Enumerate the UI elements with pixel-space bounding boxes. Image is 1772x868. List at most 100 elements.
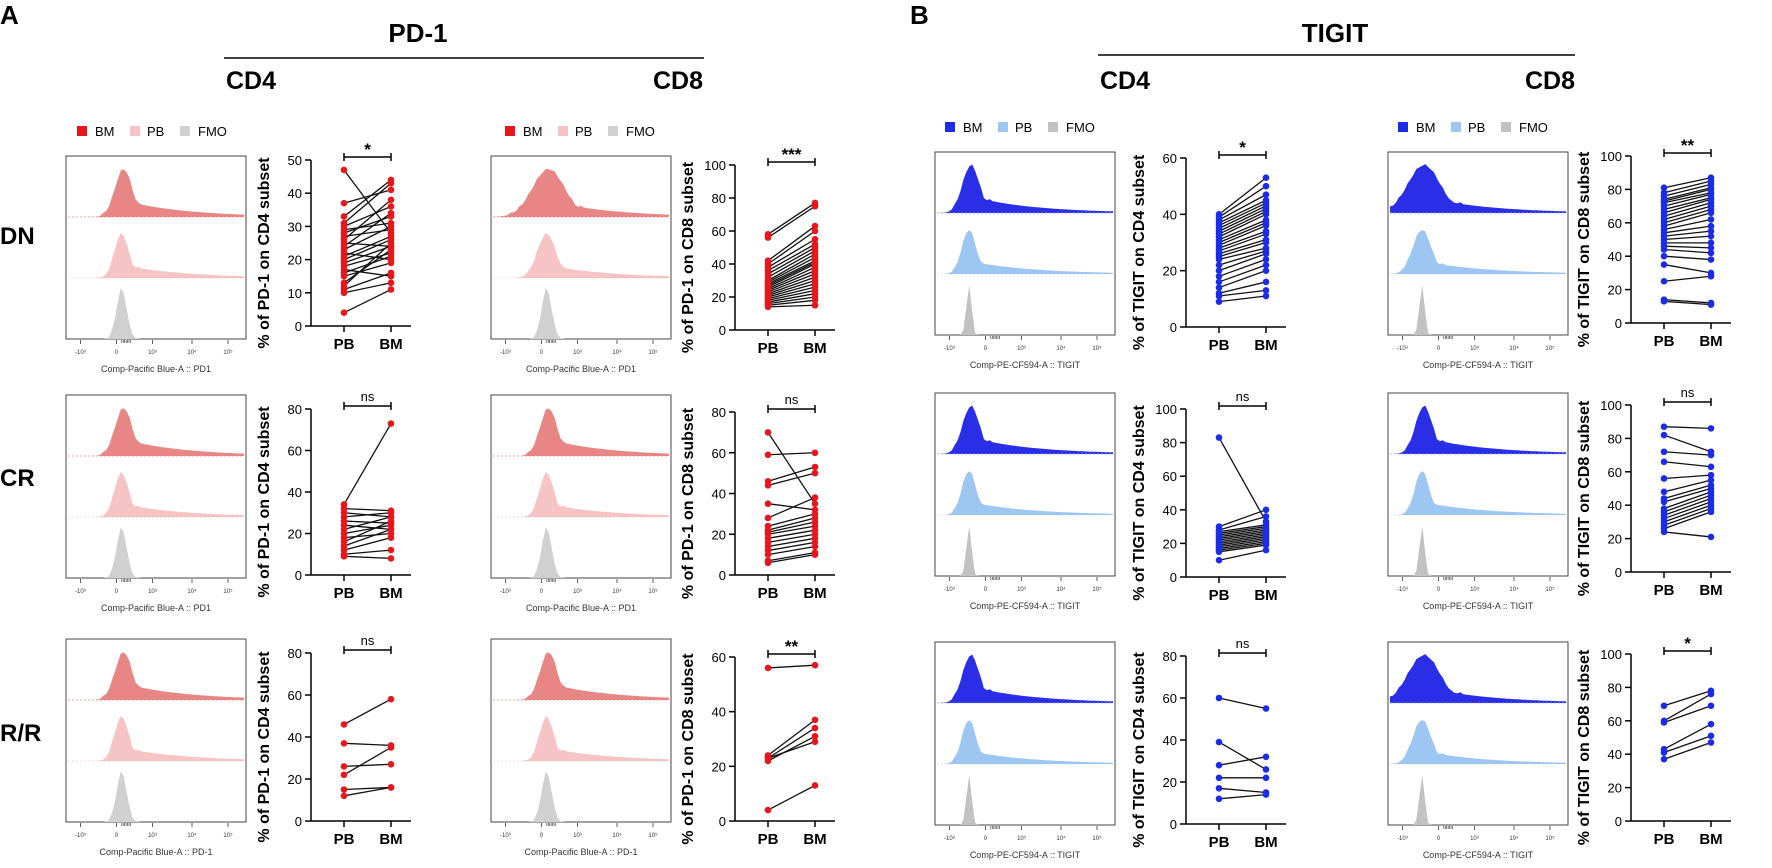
data-point-bm <box>387 179 395 187</box>
data-point-pb <box>1660 423 1668 431</box>
data-point-bm <box>387 186 395 194</box>
pair-line <box>1218 532 1267 541</box>
pair-line <box>767 289 816 301</box>
y-tick-label: 60 <box>288 688 302 703</box>
significance-label: * <box>364 140 371 159</box>
pair-line <box>767 664 816 669</box>
pair-line <box>1663 183 1712 197</box>
data-point-bm <box>1262 753 1270 761</box>
pair-line <box>1218 539 1267 548</box>
data-point-bm <box>387 420 395 427</box>
pair-line <box>343 262 392 277</box>
flow-axis-tick-label: -10³ <box>944 836 955 842</box>
x-category-label: BM <box>1699 582 1722 599</box>
pair-line <box>1663 504 1712 523</box>
data-point-pb <box>764 482 772 489</box>
flow-frame <box>490 394 672 579</box>
x-category-label: BM <box>803 585 826 602</box>
data-point-pb <box>1215 694 1223 702</box>
histogram-bm <box>937 405 1113 454</box>
pair-line <box>343 516 392 530</box>
flow-frame <box>490 638 672 823</box>
pair-line <box>1663 202 1712 217</box>
y-tick-label: 80 <box>1608 680 1622 695</box>
pair-line <box>343 245 392 264</box>
pair-line <box>1663 218 1712 231</box>
data-point-bm <box>1262 230 1270 238</box>
y-tick-label: 100 <box>1155 402 1177 417</box>
flow-axis-tick-label: 10⁵ <box>1545 586 1555 593</box>
pair-line <box>767 270 816 291</box>
data-point-pb <box>340 166 348 174</box>
data-point-bm <box>1262 222 1270 229</box>
panel-label-b: B <box>910 0 929 30</box>
pair-line <box>1663 693 1712 722</box>
legend-pb-label: PB <box>1468 120 1485 135</box>
pair-line <box>1218 549 1267 561</box>
y-tick-label: 80 <box>1163 649 1177 664</box>
y-tick-label: 0 <box>1170 817 1177 832</box>
histogram-bm <box>68 169 244 217</box>
data-point-bm <box>1262 261 1270 269</box>
pair-line <box>343 763 392 768</box>
pair-line <box>1663 255 1712 261</box>
pair-line <box>1663 741 1712 760</box>
y-axis-label: % of TIGIT on CD8 subset <box>1576 649 1593 845</box>
pair-line <box>767 286 816 300</box>
flow-axis-tick-label: 0 <box>1437 346 1441 352</box>
y-tick-label: 40 <box>288 186 302 201</box>
pair-line <box>1218 524 1267 533</box>
x-category-label: BM <box>803 340 826 357</box>
data-point-bm <box>1262 211 1270 218</box>
flow-frame <box>1387 392 1569 577</box>
y-tick-label: 20 <box>1608 283 1622 298</box>
data-point-bm <box>387 203 395 210</box>
y-tick-label: 20 <box>288 772 302 787</box>
pair-line <box>1663 690 1712 707</box>
data-point-bm <box>1707 739 1715 746</box>
y-tick-label: 80 <box>1608 182 1622 197</box>
pair-line <box>1663 434 1712 453</box>
pair-line <box>767 261 816 287</box>
pair-line <box>343 532 392 539</box>
data-point-pb <box>1660 448 1668 456</box>
y-tick-label: 40 <box>1608 249 1622 264</box>
flow-axis-tick-label: 10³ <box>148 350 157 356</box>
data-point-pb <box>764 514 772 522</box>
flow-frame <box>490 155 672 340</box>
flow-axis-tick-label: 10⁴ <box>612 588 622 595</box>
y-tick-label: 60 <box>288 444 302 459</box>
y-axis-label: % of PD-1 on CD8 subset <box>680 161 697 353</box>
flow-axis-tick-label: 10⁴ <box>1509 586 1519 593</box>
flow-axis-label: Comp-Pacific Blue-A :: PD1 <box>101 603 211 613</box>
subset-cd4-b: CD4 <box>1100 67 1150 95</box>
flow-axis-tick-label: -10³ <box>1397 346 1408 352</box>
data-point-bm <box>387 209 395 217</box>
y-tick-label: 0 <box>1170 320 1177 335</box>
x-category-label: BM <box>1699 831 1722 848</box>
y-axis-label: % of TIGIT on CD4 subset <box>1131 405 1148 601</box>
flow-axis-tick-label: 0 <box>115 833 119 839</box>
legend-fmo-label: FMO <box>626 124 655 139</box>
data-point-pb <box>1215 278 1223 286</box>
x-category-label: PB <box>334 585 355 602</box>
pair-line <box>767 256 816 283</box>
significance-label: ns <box>785 392 799 407</box>
data-point-pb <box>1215 261 1223 269</box>
y-tick-label: 80 <box>288 646 302 661</box>
row-label-cr: CR <box>0 465 35 492</box>
flow-frame <box>934 151 1116 336</box>
pair-line <box>1218 509 1267 528</box>
histogram-pb <box>493 232 669 278</box>
pair-line <box>767 553 816 564</box>
y-tick-label: 100 <box>1600 149 1622 164</box>
pair-line <box>767 529 816 539</box>
data-point-bm <box>1707 533 1715 541</box>
data-point-bm <box>1262 287 1270 294</box>
subset-cd8-a: CD8 <box>653 67 703 95</box>
legend-swatch-pb <box>1451 122 1461 132</box>
data-point-bm <box>1707 720 1715 728</box>
